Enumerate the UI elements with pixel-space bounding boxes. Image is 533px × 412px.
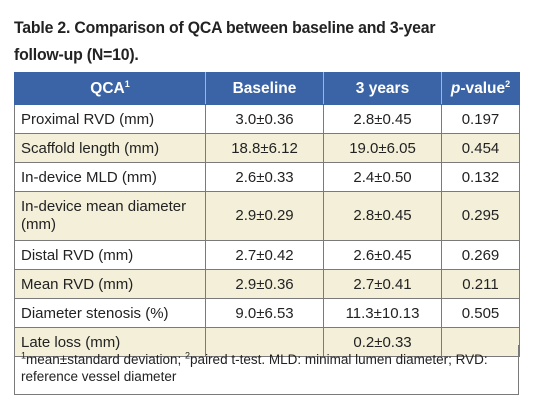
table-row: In-device mean diameter (mm) 2.9±0.29 2.…	[14, 191, 520, 241]
three-years-cell: 2.8±0.45	[323, 104, 442, 134]
table-row: Scaffold length (mm) 18.8±6.12 19.0±6.05…	[14, 133, 520, 163]
p-value-cell: 0.197	[441, 104, 520, 134]
table-row: Proximal RVD (mm) 3.0±0.36 2.8±0.45 0.19…	[14, 104, 520, 134]
table-row: Diameter stenosis (%) 9.0±6.53 11.3±10.1…	[14, 298, 520, 328]
row-label: Late loss (mm)	[14, 327, 206, 357]
row-label: Proximal RVD (mm)	[14, 104, 206, 134]
three-years-cell: 2.8±0.45	[323, 191, 442, 241]
p-value-cell: 0.454	[441, 133, 520, 163]
baseline-cell: 3.0±0.36	[205, 104, 324, 134]
baseline-cell: 18.8±6.12	[205, 133, 324, 163]
row-label: In-device MLD (mm)	[14, 162, 206, 192]
p-value-cell	[441, 327, 520, 357]
three-years-cell: 11.3±10.13	[323, 298, 442, 328]
qca-table: QCA1 Baseline 3 years p-value2 Proximal …	[14, 72, 520, 357]
row-label: Scaffold length (mm)	[14, 133, 206, 163]
baseline-cell: 9.0±6.53	[205, 298, 324, 328]
header-p-value: p-value2	[441, 72, 520, 105]
table-row: Late loss (mm) 0.2±0.33	[14, 327, 520, 357]
p-value-cell: 0.295	[441, 191, 520, 241]
p-value-cell: 0.132	[441, 162, 520, 192]
table-footnote: 1mean±standard deviation; 2paired t-test…	[14, 345, 519, 395]
three-years-cell: 19.0±6.05	[323, 133, 442, 163]
table-row: Distal RVD (mm) 2.7±0.42 2.6±0.45 0.269	[14, 240, 520, 270]
baseline-cell: 2.9±0.36	[205, 269, 324, 299]
baseline-cell: 2.6±0.33	[205, 162, 324, 192]
row-label: In-device mean diameter (mm)	[14, 191, 206, 241]
row-label: Mean RVD (mm)	[14, 269, 206, 299]
three-years-cell: 2.7±0.41	[323, 269, 442, 299]
row-label: Distal RVD (mm)	[14, 240, 206, 270]
baseline-cell: 2.7±0.42	[205, 240, 324, 270]
p-value-cell: 0.211	[441, 269, 520, 299]
p-value-cell: 0.269	[441, 240, 520, 270]
baseline-cell: 2.9±0.29	[205, 191, 324, 241]
three-years-cell: 2.6±0.45	[323, 240, 442, 270]
row-label: Diameter stenosis (%)	[14, 298, 206, 328]
table-row: In-device MLD (mm) 2.6±0.33 2.4±0.50 0.1…	[14, 162, 520, 192]
table-title: Table 2. Comparison of QCA between basel…	[14, 18, 436, 64]
header-row: QCA1 Baseline 3 years p-value2	[14, 72, 520, 105]
header-3-years: 3 years	[323, 72, 442, 105]
three-years-cell: 2.4±0.50	[323, 162, 442, 192]
three-years-cell: 0.2±0.33	[323, 327, 442, 357]
header-qca: QCA1	[14, 72, 206, 105]
p-value-cell: 0.505	[441, 298, 520, 328]
header-baseline: Baseline	[205, 72, 324, 105]
table-row: Mean RVD (mm) 2.9±0.36 2.7±0.41 0.211	[14, 269, 520, 299]
